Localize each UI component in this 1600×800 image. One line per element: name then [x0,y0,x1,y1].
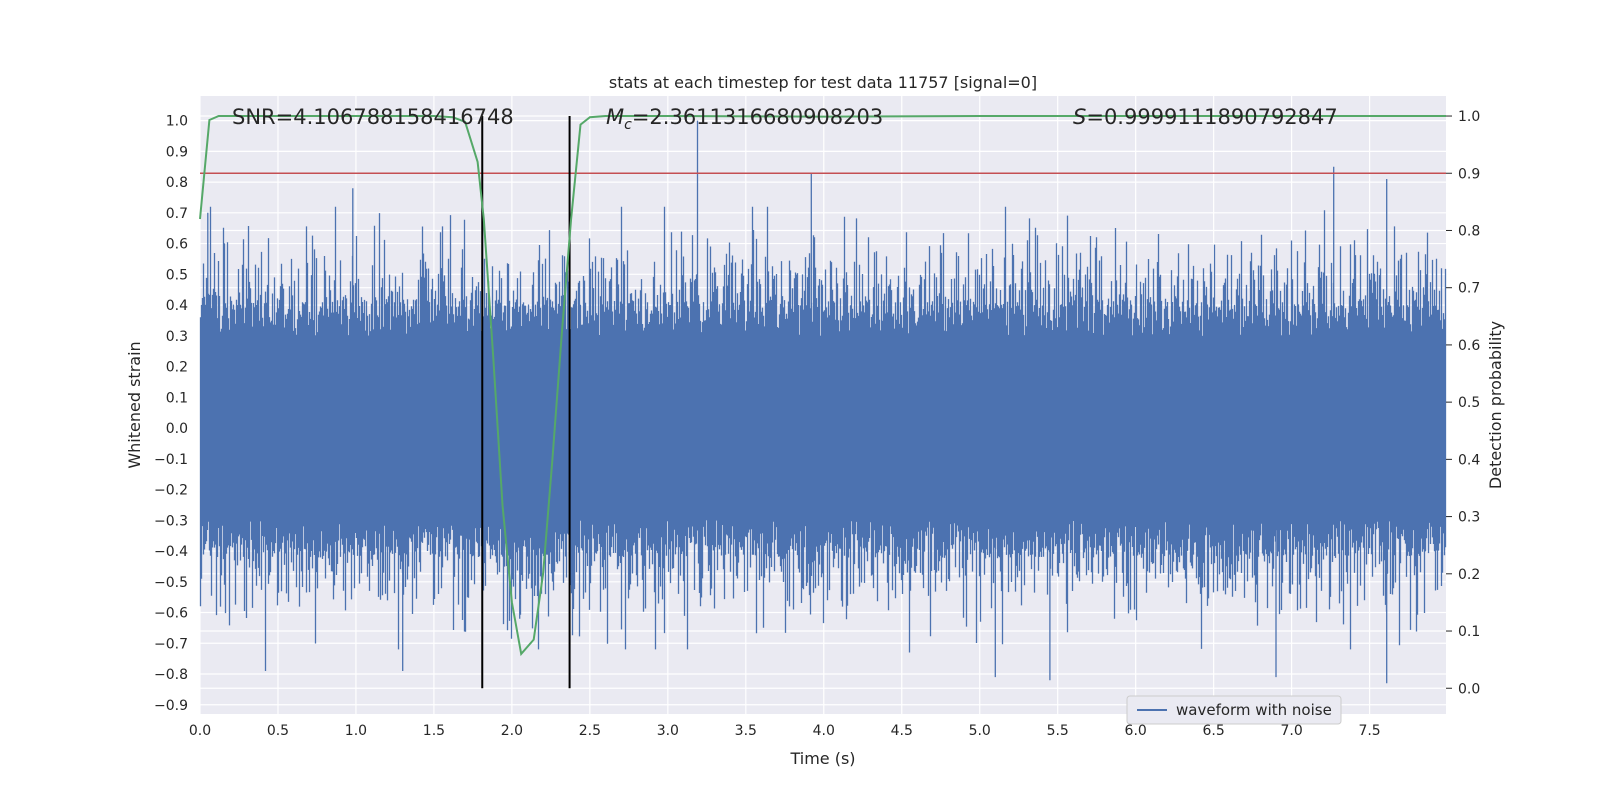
x-tick-label: 4.0 [813,723,835,739]
x-tick-labels: 0.0 0.5 1.0 1.5 2.0 2.5 3.0 3.5 4.0 4.5 5.0 5.5 6.0 6… [189,723,1381,739]
y-left-tick-label: 0.9 [166,144,188,160]
y-left-tick-label: −0.1 [154,452,188,468]
s-symbol: S [1073,105,1086,129]
x-tick-label: 1.5 [423,723,445,739]
x-tick-label: 6.0 [1125,723,1147,739]
y-left-tick-label: 0.1 [166,390,188,406]
snr-annotation: SNR=4.106788158416748 [232,105,514,129]
detection-probability-line [199,115,1446,657]
x-tick-label: 2.5 [579,723,601,739]
series-detection-probability [199,115,1446,657]
x-tick-label: 5.0 [969,723,991,739]
y-left-tick-label: −0.5 [154,575,188,591]
mc-value: =2.3611316680908203 [632,105,883,129]
y-left-tick-label: 0.6 [166,237,188,253]
y-right-tick-label: 0.7 [1458,281,1480,297]
y-right-tick-label: 0.2 [1458,567,1480,583]
y-left-axis-label: Whitened strain [125,341,144,468]
y-right-tick-label: 1.0 [1458,109,1480,125]
x-tick-label: 2.0 [501,723,523,739]
legend: waveform with noise [1126,695,1342,725]
x-tick-label: 5.5 [1047,723,1069,739]
y-left-tick-label: −0.3 [154,513,188,529]
y-left-tick-label: 0.5 [166,267,188,283]
waveform-with-noise-path [199,120,1447,684]
y-right-tick-labels: 1.0 0.9 0.8 0.7 0.6 0.5 0.4 0.3 0.2 0.1 0.0 [1446,109,1480,697]
s-annotation: S=0.9999111890792847 [1073,105,1338,129]
y-right-tick-label: 0.9 [1458,166,1480,182]
y-right-tick-label: 0.6 [1458,338,1480,354]
series-waveform-with-noise [199,120,1447,684]
x-axis-label: Time (s) [789,749,855,768]
y-left-tick-label: 0.7 [166,206,188,222]
x-tick-label: 3.5 [735,723,757,739]
y-left-tick-label: −0.9 [154,698,188,714]
x-tick-label: 4.5 [891,723,913,739]
x-tick-label: 0.0 [189,723,211,739]
y-left-tick-label: 0.3 [166,329,188,345]
y-left-tick-label: −0.4 [154,544,188,560]
y-right-tick-label: 0.5 [1458,395,1480,411]
y-right-tick-label: 0.8 [1458,223,1480,239]
x-tick-label: 3.0 [657,723,679,739]
y-left-tick-label: 0.2 [166,360,188,376]
x-tick-label: 6.5 [1203,723,1225,739]
mc-annotation: Mc=2.3611316680908203 [606,105,883,133]
x-tick-label: 7.5 [1358,723,1380,739]
legend-box [1126,695,1342,725]
y-right-tick-label: 0.4 [1458,452,1480,468]
y-left-tick-label: −0.2 [154,483,188,499]
s-value: =0.9999111890792847 [1086,105,1337,129]
y-left-tick-label: −0.8 [154,667,188,683]
y-left-tick-label: 0.8 [166,175,188,191]
y-left-tick-label: 0.0 [166,421,188,437]
mc-subscript: c [624,117,632,133]
y-right-tick-label: 0.3 [1458,510,1480,526]
y-right-tick-label: 0.1 [1458,624,1480,640]
y-left-tick-labels: 1.0 0.9 0.8 0.7 0.6 0.5 0.4 0.3 0.2 0.1 0.0 −0.1 −0.… [154,114,188,714]
y-left-tick-label: 0.4 [166,298,188,314]
y-left-tick-label: 1.0 [166,114,188,130]
x-tick-label: 1.0 [345,723,367,739]
y-right-axis-label: Detection probability [1486,321,1505,489]
chart-title: stats at each timestep for test data 117… [609,73,1037,92]
mc-symbol: M [606,105,624,129]
y-right-tick-label: 0.0 [1458,681,1480,697]
x-tick-label: 7.0 [1280,723,1302,739]
y-left-tick-label: −0.7 [154,636,188,652]
y-left-tick-label: −0.6 [154,606,188,622]
x-tick-label: 0.5 [267,723,289,739]
legend-label: waveform with noise [1176,701,1332,719]
